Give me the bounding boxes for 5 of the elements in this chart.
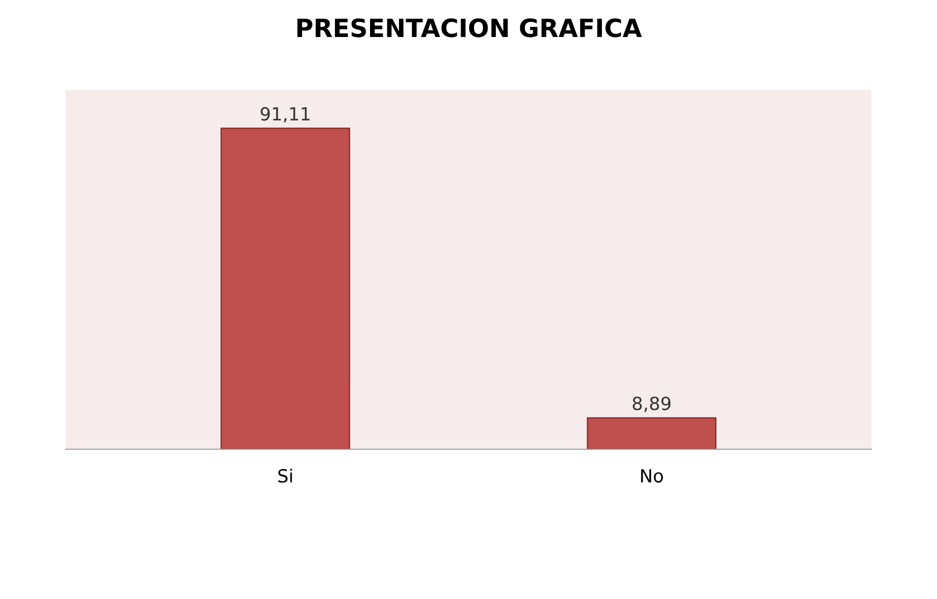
- x-tick-label: No: [641, 469, 663, 483]
- data-label: 91,11: [260, 107, 310, 123]
- chart-title: PRESENTACION GRAFICA: [297, 18, 642, 38]
- data-label: 8,89: [632, 396, 670, 412]
- x-tick-label: Si: [278, 468, 292, 483]
